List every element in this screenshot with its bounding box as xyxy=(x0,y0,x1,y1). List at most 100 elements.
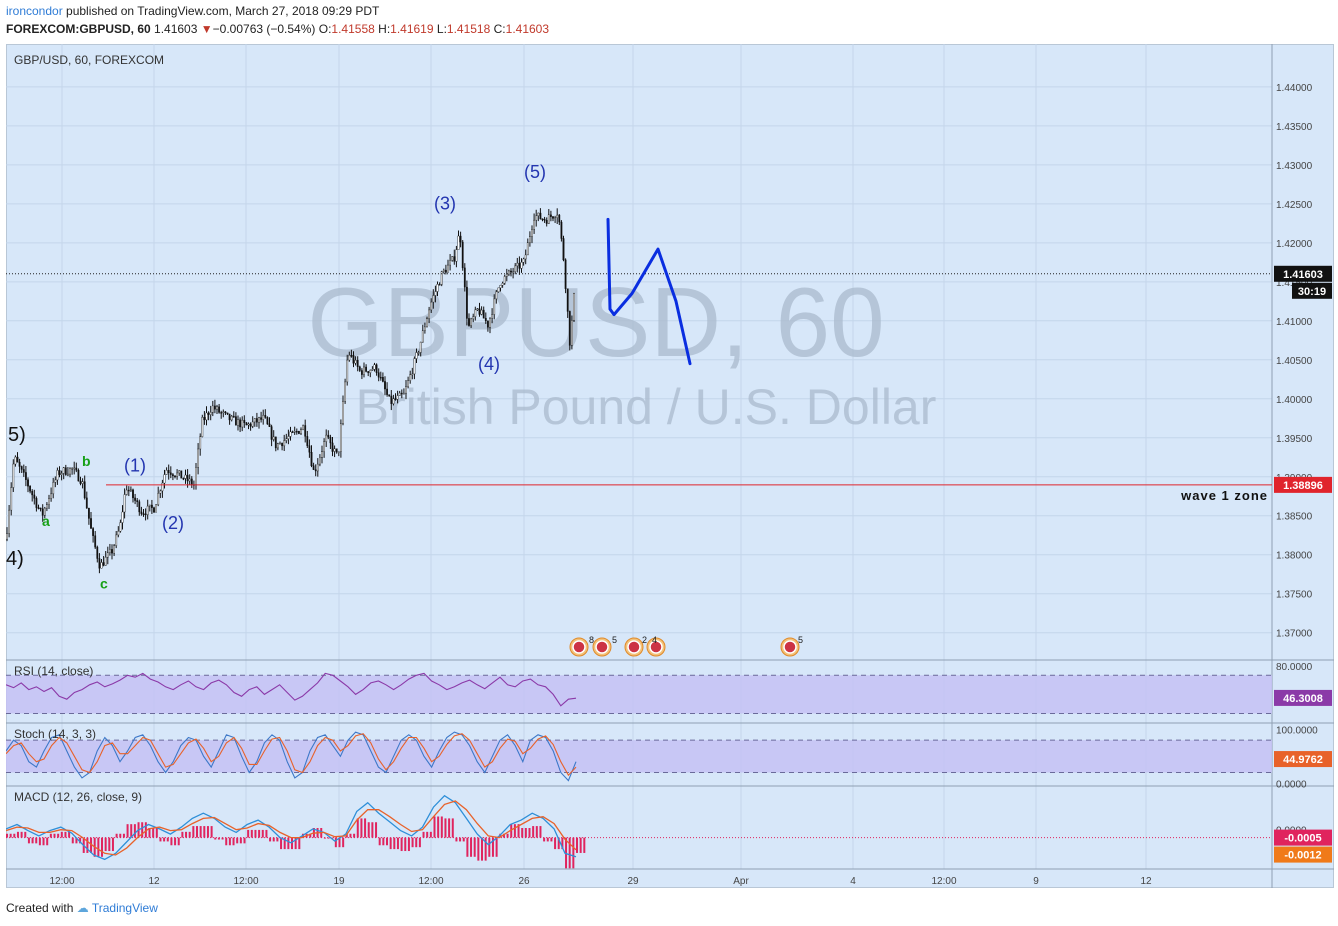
candle-body xyxy=(258,417,260,423)
macd-histogram-bar xyxy=(579,837,582,853)
candle-body xyxy=(237,419,239,426)
candle-body xyxy=(81,481,84,484)
elliott-wave-label: 4) xyxy=(6,548,24,570)
candle-body xyxy=(102,562,105,566)
candle-body xyxy=(442,269,445,272)
macd-histogram-bar xyxy=(393,837,396,850)
time-tick-label: 29 xyxy=(627,876,639,887)
macd-histogram-bar xyxy=(174,837,177,846)
tradingview-logo-icon: ☁ xyxy=(76,901,89,915)
time-tick-label: 26 xyxy=(518,876,530,887)
candle-body xyxy=(108,549,111,553)
candle-body xyxy=(153,507,155,513)
stoch-series-line xyxy=(6,731,577,782)
macd-histogram-bar xyxy=(115,833,118,838)
candle-body xyxy=(453,256,456,262)
published-text: published on TradingView.com, March 27, … xyxy=(62,4,380,18)
candle-body xyxy=(136,500,139,502)
macd-histogram-bar xyxy=(250,829,253,838)
candle-body xyxy=(43,507,46,516)
candle-body xyxy=(430,301,433,311)
macd-histogram-bar xyxy=(342,837,345,848)
candle-body xyxy=(243,419,246,423)
author-link[interactable]: ironcondor xyxy=(6,4,63,18)
candle-body xyxy=(323,441,325,452)
tradingview-link[interactable]: TradingView xyxy=(91,901,158,915)
candle-body xyxy=(382,377,384,382)
macd-histogram-bar xyxy=(206,826,209,838)
macd-histogram-bar xyxy=(239,837,242,844)
candle-body xyxy=(83,481,86,499)
macd-histogram-bar xyxy=(152,828,155,838)
macd-histogram-bar xyxy=(49,833,52,838)
macd-histogram-bar xyxy=(495,837,498,857)
candle-body xyxy=(96,546,99,559)
macd-histogram-bar xyxy=(557,837,560,850)
rsi-value-label: 46.3008 xyxy=(1283,693,1323,705)
macd-histogram-bar xyxy=(75,837,78,844)
macd-histogram-bar xyxy=(382,837,385,846)
candle-body xyxy=(8,509,11,534)
publish-info: ironcondor published on TradingView.com,… xyxy=(6,4,379,18)
macd-histogram-bar xyxy=(46,837,49,846)
candle-body xyxy=(342,401,344,425)
candle-body xyxy=(346,359,349,383)
rsi-title: RSI (14, close) xyxy=(14,664,93,678)
candle-body xyxy=(123,494,126,513)
macd-histogram-bar xyxy=(535,826,538,838)
macd-histogram-bar xyxy=(349,833,352,838)
candle-body xyxy=(138,501,141,513)
candle-body xyxy=(12,463,15,488)
candle-body xyxy=(445,269,447,273)
time-tick-label: 12:00 xyxy=(931,876,956,887)
candle-body xyxy=(253,418,256,423)
candle-body xyxy=(60,473,63,475)
wave1-zone-label: wave 1 zone xyxy=(1180,488,1268,503)
candle-body xyxy=(14,456,17,465)
macd-histogram-bar xyxy=(378,837,381,846)
candle-body xyxy=(371,369,374,371)
candle-body xyxy=(121,511,124,523)
elliott-wave-label: (3) xyxy=(434,193,456,213)
elliott-wave-label: b xyxy=(82,453,91,469)
candle-body xyxy=(531,229,533,237)
candle-body xyxy=(216,406,218,410)
candle-body xyxy=(428,309,430,319)
macd-histogram-bar xyxy=(298,837,301,850)
macd-histogram-bar xyxy=(35,837,38,844)
candle-body xyxy=(16,456,19,463)
candle-body xyxy=(526,242,529,256)
macd-histogram-bar xyxy=(291,837,293,850)
candle-body xyxy=(140,511,143,514)
macd-histogram-bar xyxy=(90,837,93,853)
candle-body xyxy=(438,284,441,286)
candle-body xyxy=(373,364,376,370)
candle-body xyxy=(85,497,88,509)
macd-histogram-bar xyxy=(192,826,195,838)
macd-histogram-bar xyxy=(459,837,462,842)
candle-body xyxy=(218,406,220,413)
candle-body xyxy=(298,431,300,434)
candle-body xyxy=(508,270,510,275)
support-price-tag xyxy=(1274,476,1332,493)
macd-histogram-bar xyxy=(283,837,286,850)
macd-histogram-bar xyxy=(79,837,82,844)
candle-body xyxy=(190,478,193,485)
macd-title: MACD (12, 26, close, 9) xyxy=(14,790,142,804)
macd-histogram-bar xyxy=(122,833,125,838)
candle-body xyxy=(566,288,569,312)
macd-histogram-bar xyxy=(272,837,275,842)
event-flag-icon xyxy=(646,637,666,657)
macd-histogram-bar xyxy=(53,833,56,838)
candle-body xyxy=(203,417,206,421)
high-value: 1.41619 xyxy=(390,22,434,36)
candle-body xyxy=(474,309,477,317)
candle-body xyxy=(564,259,567,289)
candle-body xyxy=(287,436,290,439)
candle-body xyxy=(337,451,340,453)
elliott-wave-label: 5) xyxy=(8,424,26,446)
footer: Created with ☁ TradingView xyxy=(6,901,158,915)
macd-histogram-bar xyxy=(396,837,399,850)
candle-body xyxy=(90,518,92,529)
